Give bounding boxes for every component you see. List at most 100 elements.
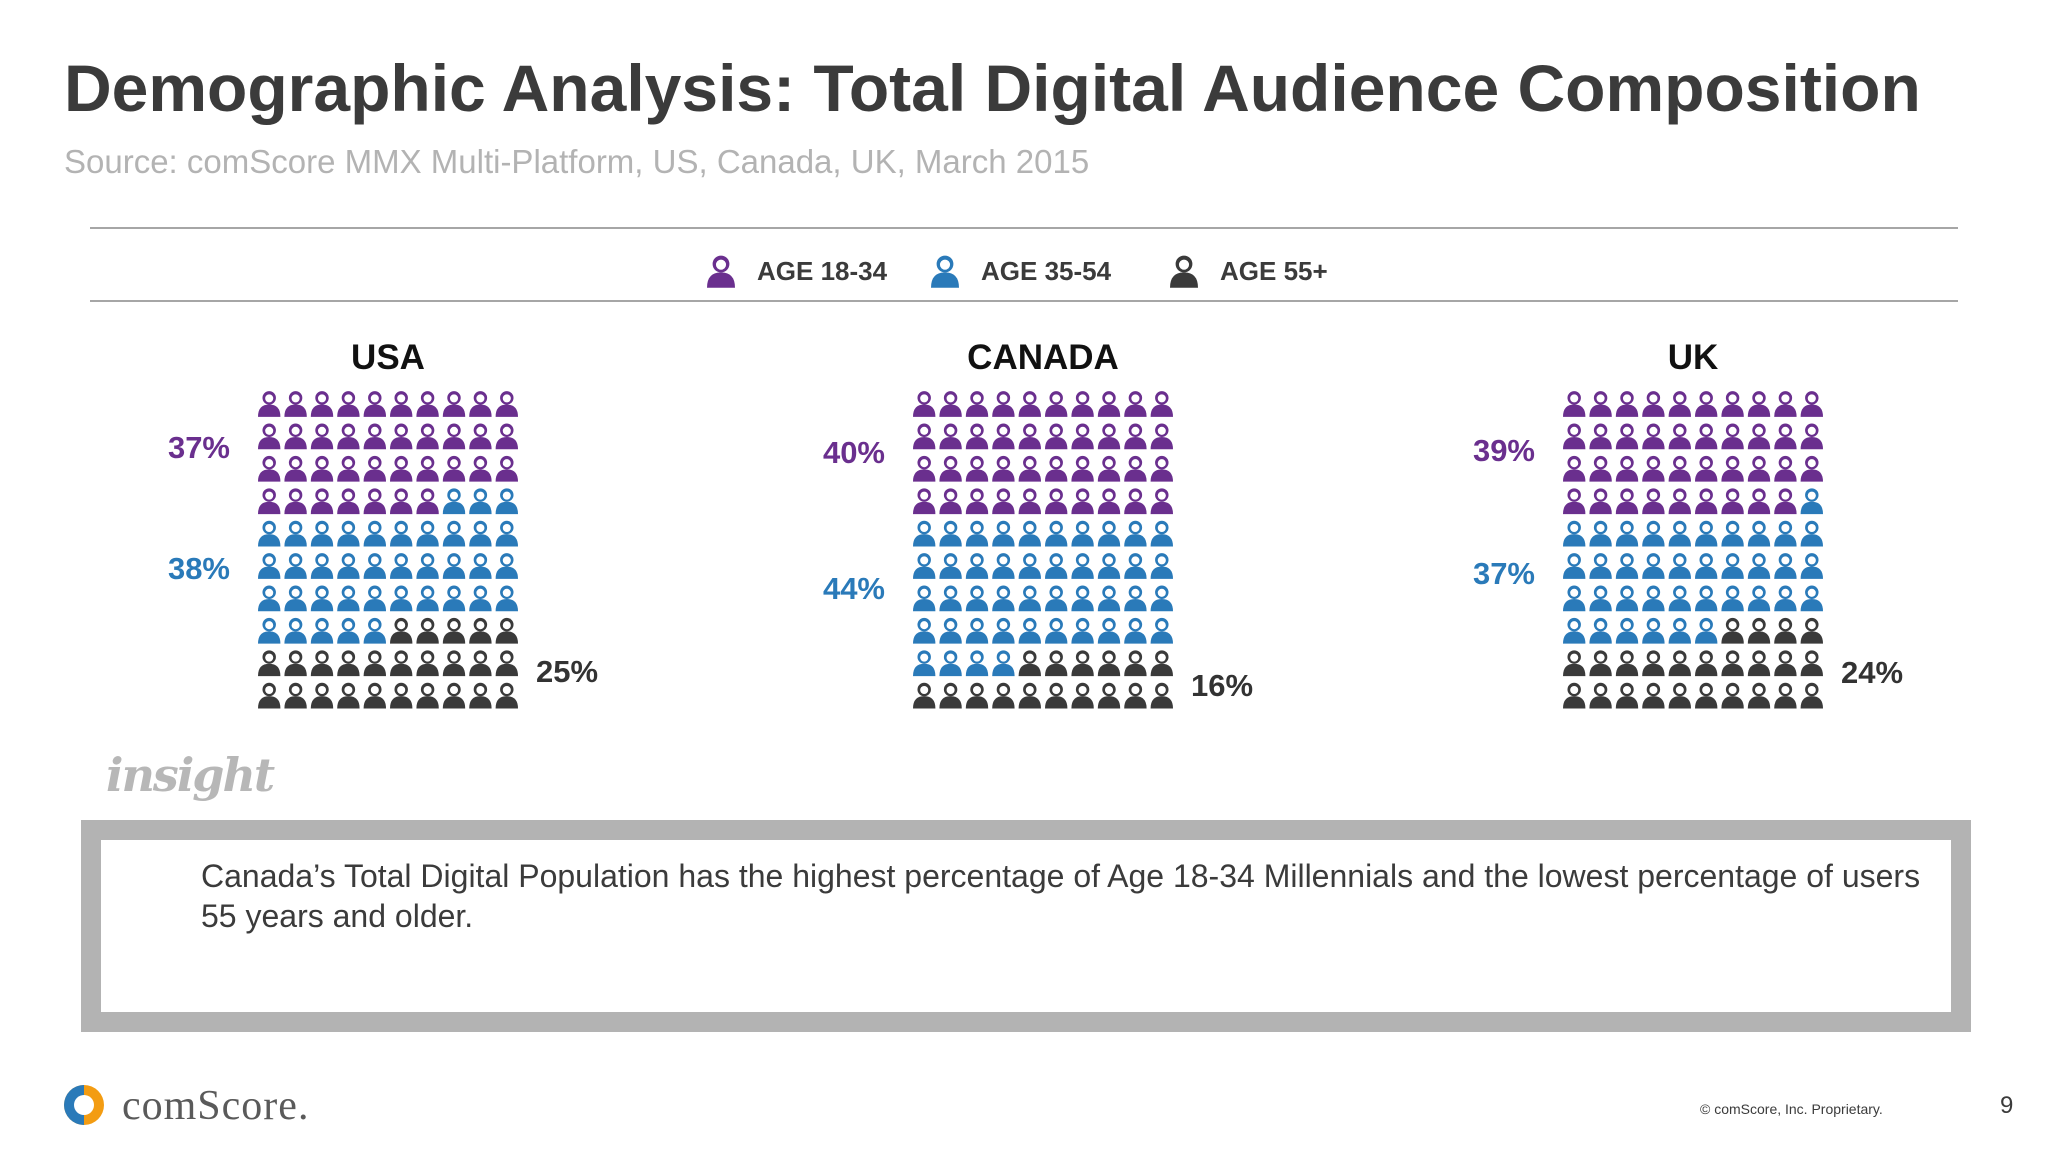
person-icon-age-18-34 xyxy=(1747,423,1771,450)
person-icon-age-35-54 xyxy=(495,520,518,547)
insight-logo: insight xyxy=(106,748,275,802)
person-icon-age-55-plus xyxy=(495,650,518,677)
panel-title-canada: CANADA xyxy=(967,338,1119,377)
person-icon-age-35-54 xyxy=(1642,585,1665,612)
person-icon-age-55-plus xyxy=(1615,682,1639,709)
person-icon-age-35-54 xyxy=(442,553,466,579)
person-icon-age-35-54 xyxy=(1563,585,1586,612)
person-icon-age-35-54 xyxy=(442,585,466,612)
person-icon-age-55-plus xyxy=(495,682,518,709)
person-icon-age-35-54 xyxy=(469,553,492,579)
person-icon-age-55-plus xyxy=(1097,650,1121,677)
person-icon-age-18-34 xyxy=(495,455,518,482)
person-icon-age-18-34 xyxy=(337,391,360,417)
person-icon-age-18-34 xyxy=(284,488,307,515)
person-icon-age-18-34 xyxy=(1071,488,1094,515)
legend-label: AGE 55+ xyxy=(1220,255,1328,286)
person-icon-age-18-34 xyxy=(337,423,360,450)
person-icon-age-18-34 xyxy=(1097,455,1121,482)
person-icon-age-35-54 xyxy=(363,520,386,547)
person-icon-age-35-54 xyxy=(390,585,413,612)
person-icon-age-18-34 xyxy=(992,423,1015,450)
pct-label-uk-age-55-plus: 24% xyxy=(1841,655,1904,690)
person-icon-age-35-54 xyxy=(1774,585,1797,612)
person-icon-age-35-54 xyxy=(442,520,466,547)
person-icon-age-18-34 xyxy=(1563,391,1586,417)
insight-box: Canada’s Total Digital Population has th… xyxy=(81,820,1971,1032)
person-icon-age-35-54 xyxy=(1721,585,1744,612)
person-icon-age-35-54 xyxy=(1642,617,1665,644)
person-icon-age-18-34 xyxy=(390,423,413,450)
person-icon-age-35-54 xyxy=(1045,520,1068,547)
person-icon-age-18-34 xyxy=(1774,423,1797,450)
person-icon-age-18-34 xyxy=(337,455,360,482)
person-icon-age-35-54 xyxy=(913,553,936,579)
legend-label: AGE 35-54 xyxy=(981,255,1112,286)
person-icon-age-18-34 xyxy=(1018,455,1041,482)
person-icon-age-18-34 xyxy=(1615,423,1639,450)
person-icon-age-18-34 xyxy=(416,391,439,417)
person-icon-age-18-34 xyxy=(1774,455,1797,482)
person-icon-age-18-34 xyxy=(390,488,413,515)
pct-label-uk-age-18-34: 39% xyxy=(1472,433,1535,468)
person-icon-age-35-54 xyxy=(1695,520,1718,547)
person-icon-age-18-34 xyxy=(913,488,936,515)
person-icon-age-18-34 xyxy=(1045,423,1068,450)
person-icon-age-35-54 xyxy=(939,520,962,547)
person-icon-age-35-54 xyxy=(469,585,492,612)
person-icon-age-55-plus xyxy=(1045,650,1068,677)
person-icon-age-18-34 xyxy=(337,488,360,515)
person-icon-age-18-34 xyxy=(495,391,518,417)
person-icon-age-35-54 xyxy=(913,650,936,677)
person-icon-age-35-54 xyxy=(442,488,466,515)
person-icon-age-35-54 xyxy=(965,585,989,612)
person-icon-age-18-34 xyxy=(363,455,386,482)
person-icon-age-18-34 xyxy=(1668,423,1691,450)
person-icon-age-55-plus xyxy=(1800,650,1823,677)
legend-label: AGE 18-34 xyxy=(757,255,888,286)
person-icon-age-35-54 xyxy=(1124,520,1147,547)
person-icon-age-18-34 xyxy=(310,423,334,450)
person-icon-age-18-34 xyxy=(1071,423,1094,450)
person-icon-age-18-34 xyxy=(1589,455,1612,482)
person-icon-age-55-plus xyxy=(1563,682,1586,709)
person-icon-age-55-plus xyxy=(495,617,518,644)
person-icon-age-35-54 xyxy=(1642,520,1665,547)
person-icon-age-18-34 xyxy=(939,455,962,482)
person-icon-age-18-34 xyxy=(284,391,307,417)
person-icon-age-35-54 xyxy=(1589,585,1612,612)
person-icon-age-18-34 xyxy=(1695,423,1718,450)
person-icon-age-18-34 xyxy=(310,391,334,417)
person-icon-age-18-34 xyxy=(1721,455,1744,482)
person-icon-age-35-54 xyxy=(1563,520,1586,547)
person-icon-age-18-34 xyxy=(1150,391,1173,417)
person-icon-age-55-plus xyxy=(363,650,386,677)
person-icon-age-35-54 xyxy=(416,585,439,612)
pct-label-usa-age-55-plus: 25% xyxy=(536,654,599,689)
person-icon-age-35-54 xyxy=(1150,585,1173,612)
person-icon-age-55-plus xyxy=(416,650,439,677)
copyright: © comScore, Inc. Proprietary. xyxy=(1700,1101,1883,1117)
person-icon-age-18-34 xyxy=(1589,391,1612,417)
person-icon-age-18-34 xyxy=(1721,423,1744,450)
pct-label-canada-age-55-plus: 16% xyxy=(1191,668,1254,703)
person-icon-age-18-34 xyxy=(1097,423,1121,450)
person-icon-age-35-54 xyxy=(1747,585,1771,612)
person-icon-age-55-plus xyxy=(1018,650,1041,677)
person-icon-age-18-34 xyxy=(1018,423,1041,450)
person-icon-age-35-54 xyxy=(965,650,989,677)
pct-label-canada-age-35-54: 44% xyxy=(822,571,885,606)
person-icon-age-55-plus xyxy=(469,682,492,709)
person-icon-age-55-plus xyxy=(1721,617,1744,644)
person-icon-age-55-plus xyxy=(1071,650,1094,677)
panel-title-usa: USA xyxy=(351,338,425,377)
person-icon-age-18-34 xyxy=(390,391,413,417)
person-icon-age-35-54 xyxy=(390,553,413,579)
person-icon-age-18-34 xyxy=(1563,423,1586,450)
person-icon-age-55-plus xyxy=(390,650,413,677)
divider-top xyxy=(90,227,1958,229)
person-icon-age-55-plus xyxy=(913,682,936,709)
person-icon-age-18-34 xyxy=(992,391,1015,417)
person-icon-age-55-plus xyxy=(337,682,360,709)
person-icon-age-18-34 xyxy=(1150,488,1173,515)
